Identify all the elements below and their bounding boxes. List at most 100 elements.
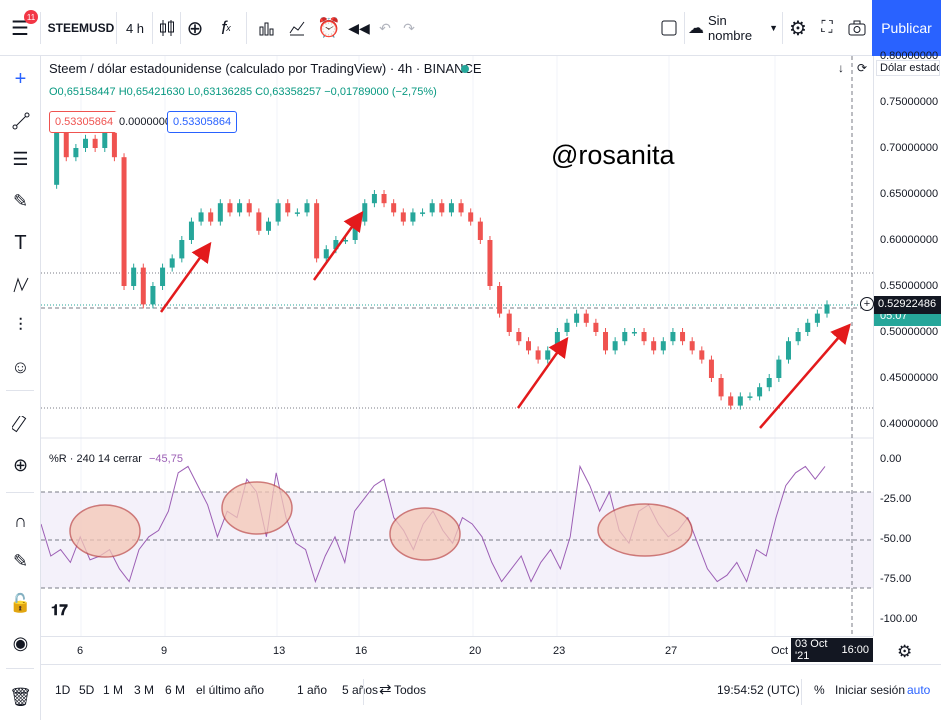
range-button[interactable]: 5D — [79, 683, 95, 697]
candle-body — [160, 267, 166, 286]
emoji-icon[interactable]: ☺ — [11, 356, 30, 377]
clock[interactable]: 19:54:52 (UTC) — [717, 683, 800, 697]
trend-line-icon[interactable] — [0, 106, 41, 136]
reset-icon[interactable]: ⟳ — [857, 61, 868, 75]
candle-body — [448, 203, 454, 213]
price-label: 0.80000000 — [880, 50, 939, 62]
price-label: 0.65000000 — [880, 188, 939, 200]
price-label: 0.40000000 — [880, 418, 939, 430]
range-button[interactable]: 1D — [55, 683, 71, 697]
compare-icon[interactable] — [286, 0, 308, 56]
menu-icon[interactable]: ☰ — [11, 17, 29, 40]
candle-body — [323, 249, 329, 259]
candle-body — [612, 341, 618, 351]
red-arrow — [312, 210, 364, 281]
candle-body — [757, 387, 763, 397]
ruler-icon[interactable] — [0, 410, 41, 440]
plus-circle-icon[interactable]: + — [860, 297, 874, 311]
settings-icon[interactable]: ⚙ — [789, 17, 807, 40]
candle-body — [622, 332, 628, 342]
text-icon[interactable]: T — [14, 231, 27, 254]
pattern-icon[interactable] — [0, 270, 41, 300]
currency-button[interactable]: Dólar estadou — [876, 60, 940, 76]
red-arrow — [159, 241, 212, 313]
zoom-icon[interactable]: ⊕ — [12, 454, 29, 475]
rsi-axis-label: 0.00 — [880, 453, 902, 465]
range-button[interactable]: 5 años — [342, 683, 379, 697]
sell-button[interactable]: 0.53305864 — [49, 111, 120, 133]
magnet-icon[interactable]: ∩ — [14, 510, 27, 531]
redo-icon[interactable]: ↷ — [403, 19, 415, 36]
crosshair-date: 03 Oct '21 — [795, 638, 828, 662]
candle-body — [814, 313, 820, 323]
alert-icon[interactable]: ⏰ — [317, 18, 341, 39]
indicator-label: %R · 240 14 cerrar −45,75 — [49, 453, 183, 465]
camera-icon[interactable] — [844, 0, 870, 56]
date-range-icon[interactable]: ⇄ — [379, 681, 392, 698]
fib-icon[interactable]: ☰ — [12, 148, 29, 169]
candle-body — [256, 212, 262, 231]
login-link[interactable]: Iniciar sesión — [835, 683, 906, 697]
percent-toggle[interactable]: % — [814, 683, 825, 697]
layout-icon[interactable] — [656, 0, 682, 56]
prediction-icon[interactable]: ⫶ — [18, 314, 23, 335]
candle-body — [420, 212, 426, 214]
symbol-search[interactable]: STEEMUSD — [47, 21, 115, 35]
brush-icon[interactable]: ✎ — [12, 190, 29, 211]
fullscreen-icon[interactable]: ⛶ — [821, 19, 833, 36]
publish-button[interactable]: Publicar — [872, 0, 941, 56]
candle-body — [631, 332, 637, 334]
rsi-axis-label: -50.00 — [880, 533, 912, 545]
candle-body — [246, 203, 252, 213]
candle-body — [497, 286, 503, 314]
time-axis[interactable]: 6 9 13 16 20 23 27 Oct 03 Oct '21 16:00 — [41, 636, 873, 664]
undo-icon[interactable]: ↶ — [379, 19, 391, 36]
candle-body — [179, 240, 185, 259]
range-button[interactable]: 1 año — [297, 683, 328, 697]
time-label: 13 — [273, 645, 286, 657]
lock-drawing-icon[interactable]: ✎ — [12, 550, 29, 571]
candle-body — [381, 194, 387, 204]
candle-body — [410, 212, 416, 222]
time-label: 27 — [665, 645, 678, 657]
chart-settings-icon[interactable]: ⚙ — [897, 642, 913, 661]
candle-body — [487, 240, 493, 286]
range-button[interactable]: el último año — [196, 683, 265, 697]
trash-icon[interactable]: 🗑 — [9, 686, 32, 707]
range-button[interactable]: 1 M — [103, 683, 124, 697]
candle-body — [237, 203, 243, 213]
candle-body — [150, 286, 156, 305]
candle-body — [776, 359, 782, 378]
candle-body — [217, 203, 223, 222]
candle-body — [102, 129, 108, 148]
candle-body — [83, 138, 89, 148]
candle-body — [651, 341, 657, 351]
range-button[interactable]: 6 M — [165, 683, 186, 697]
fx-icon: f — [221, 17, 227, 38]
template-name: Sin nombre — [708, 13, 753, 43]
range-button[interactable]: Todos — [394, 683, 427, 697]
crosshair-icon[interactable]: + — [14, 67, 27, 90]
candle-body — [574, 313, 580, 323]
range-button[interactable]: 3 M — [134, 683, 155, 697]
visibility-icon[interactable]: ◉ — [12, 632, 29, 653]
candle-body — [314, 203, 320, 259]
save-layout-button[interactable]: ☁ Sin nombre ▼ — [688, 0, 778, 56]
add-indicator-icon[interactable]: ⊕ — [186, 17, 204, 40]
replay-icon[interactable]: ◀◀ — [348, 19, 370, 36]
buy-button[interactable]: 0.53305864 — [167, 111, 238, 133]
financials-icon[interactable] — [256, 0, 278, 56]
chart-canvas[interactable] — [41, 56, 873, 636]
candles-icon[interactable] — [156, 0, 178, 56]
lock-icon[interactable]: 🔓 — [9, 592, 32, 613]
candle-body — [400, 212, 406, 222]
scroll-down-icon[interactable]: ↓ — [838, 61, 844, 75]
price-axis[interactable]: Dólar estadou 0.80000000 0.75000000 0.7000… — [860, 50, 941, 636]
auto-toggle[interactable]: auto — [907, 683, 931, 697]
rsi-axis-label: -75.00 — [880, 573, 912, 585]
interval-button[interactable]: 4 h — [125, 20, 145, 36]
red-arrow — [516, 336, 569, 409]
candle-body — [680, 332, 686, 342]
